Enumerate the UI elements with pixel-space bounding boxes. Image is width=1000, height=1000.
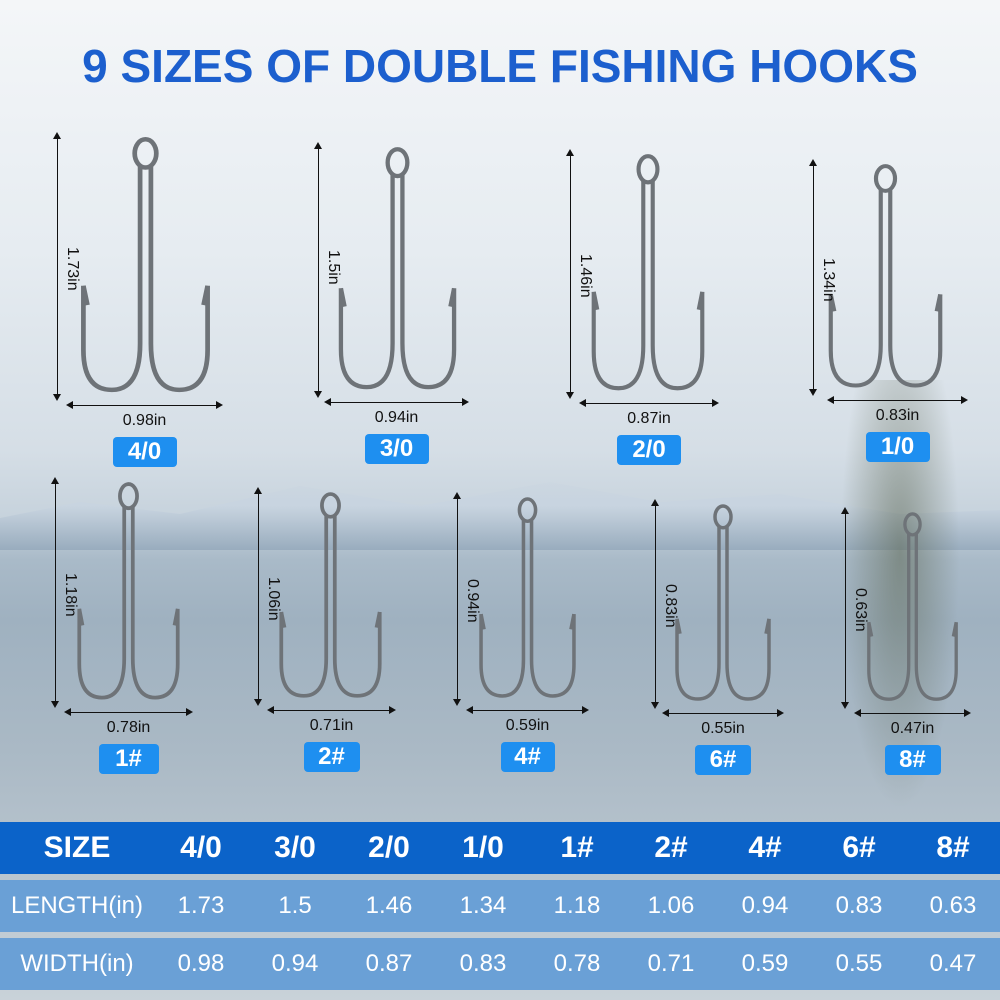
table-cell: 0.94 [248, 938, 342, 990]
size-badge: 1# [98, 744, 159, 774]
size-badge: 3/0 [364, 434, 429, 464]
double-hook-image [589, 154, 707, 393]
length-arrow [566, 149, 574, 399]
size-badge: 4/0 [112, 437, 177, 467]
page-title: 9 SIZES OF DOUBLE FISHING HOOKS [82, 40, 918, 92]
length-label: 0.94in [464, 579, 481, 623]
table-cell: 0.63 [906, 880, 1000, 932]
length-arrow [254, 487, 262, 706]
size-badge: 1/0 [865, 432, 930, 462]
table-cell: SIZE [0, 822, 154, 874]
double-hook-image [336, 147, 459, 392]
width-label: 0.87in [627, 410, 671, 427]
length-label: 1.73in [64, 246, 81, 291]
table-cell: 0.47 [906, 938, 1000, 990]
table-cell: 1# [530, 822, 624, 874]
width-label: 0.55in [701, 720, 745, 737]
width-arrow [64, 708, 193, 716]
table-cell: 1.18 [530, 880, 624, 932]
size-badge: 8# [884, 745, 941, 775]
double-hook-image [78, 137, 213, 395]
size-table: SIZE 4/0 3/0 2/0 1/0 1# 2# 4# 6# 8# LENGTH(in) 1.7… [0, 816, 1000, 996]
width-arrow [854, 709, 971, 717]
width-label: 0.59in [505, 717, 550, 734]
length-label: 0.63in [852, 588, 869, 632]
table-cell: 0.83 [812, 880, 906, 932]
table-cell: 2# [624, 822, 718, 874]
table-row-length: LENGTH(in) 1.73 1.5 1.46 1.34 1.18 1.06 0.94 0.8… [0, 880, 1000, 932]
width-label: 0.78in [106, 719, 151, 736]
table-cell: 1/0 [436, 822, 530, 874]
table-cell: 0.78 [530, 938, 624, 990]
table-row-width: WIDTH(in) 0.98 0.94 0.87 0.83 0.78 0.71 0.59 0.5… [0, 938, 1000, 990]
width-arrow [267, 706, 396, 714]
double-hook-image [75, 482, 182, 702]
length-label: 1.18in [62, 572, 79, 617]
length-label: 1.46in [577, 254, 594, 298]
length-arrow [314, 142, 322, 398]
table-cell: WIDTH(in) [0, 938, 154, 990]
length-arrow [809, 159, 817, 396]
table-cell: 1.34 [436, 880, 530, 932]
table-cell: 0.71 [624, 938, 718, 990]
width-arrow [579, 399, 719, 407]
width-label: 0.98in [122, 412, 167, 429]
size-badge: 2# [303, 742, 360, 772]
length-label: 0.83in [662, 584, 679, 628]
size-badge: 4# [500, 742, 555, 772]
table-cell: 3/0 [248, 822, 342, 874]
width-label: 0.83in [875, 407, 920, 424]
length-arrow [841, 507, 849, 709]
table-cell: 1.06 [624, 880, 718, 932]
length-arrow [651, 499, 659, 709]
table-cell: 1.5 [248, 880, 342, 932]
table-cell: 1.73 [154, 880, 248, 932]
double-hook-image [477, 497, 578, 700]
table-cell: 2/0 [342, 822, 436, 874]
table-cell: 8# [906, 822, 1000, 874]
length-label: 1.06in [265, 576, 282, 621]
size-badge: 6# [695, 745, 751, 775]
length-arrow [53, 132, 61, 401]
table-cell: 4# [718, 822, 812, 874]
width-label: 0.47in [890, 720, 935, 737]
table-cell: 4/0 [154, 822, 248, 874]
table-cell: 6# [812, 822, 906, 874]
double-hook-image [865, 512, 960, 703]
length-label: 1.34in [820, 257, 837, 302]
width-arrow [324, 398, 469, 406]
length-label: 1.5in [325, 250, 342, 285]
width-arrow [66, 401, 223, 409]
table-cell: LENGTH(in) [0, 880, 154, 932]
double-hook-image [826, 164, 945, 390]
double-hook-image [673, 504, 773, 703]
size-badge: 2/0 [617, 435, 681, 465]
table-header-row: SIZE 4/0 3/0 2/0 1/0 1# 2# 4# 6# 8# [0, 822, 1000, 874]
table-cell: 0.59 [718, 938, 812, 990]
length-arrow [51, 477, 59, 708]
table-cell: 0.83 [436, 938, 530, 990]
width-arrow [827, 396, 968, 404]
width-arrow [466, 706, 589, 714]
width-arrow [662, 709, 784, 717]
double-hook-image [277, 492, 384, 700]
length-arrow [453, 492, 461, 706]
table-cell: 0.55 [812, 938, 906, 990]
width-label: 0.71in [309, 717, 354, 734]
table-cell: 0.98 [154, 938, 248, 990]
table-cell: 0.94 [718, 880, 812, 932]
table-cell: 1.46 [342, 880, 436, 932]
table-cell: 0.87 [342, 938, 436, 990]
width-label: 0.94in [374, 409, 419, 426]
